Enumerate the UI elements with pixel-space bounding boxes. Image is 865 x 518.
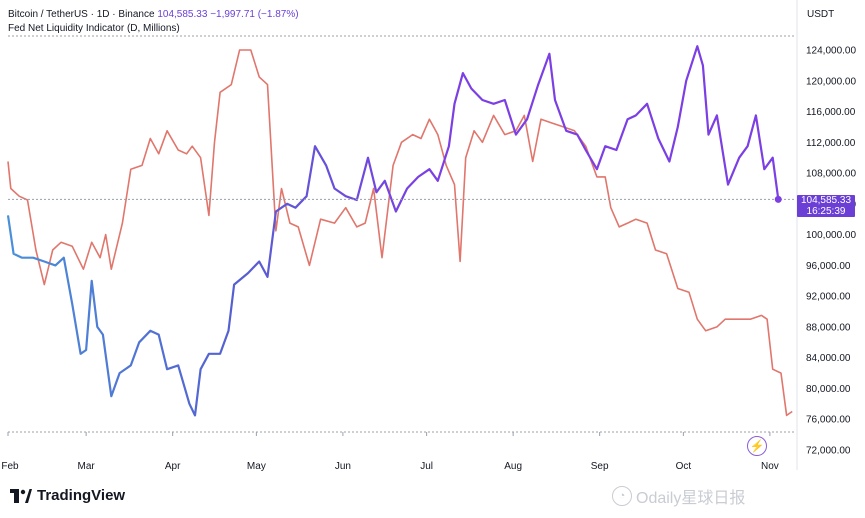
- watermark: ◔ Odaily星球日报: [612, 484, 745, 508]
- watermark-text: Odaily星球日报: [636, 490, 746, 507]
- y-tick-label: 92,000.00: [806, 292, 851, 303]
- x-tick-label: Jun: [335, 461, 351, 472]
- y-tick-label: 120,000.00: [806, 76, 856, 87]
- y-tick-label: 76,000.00: [806, 415, 851, 426]
- y-tick-label: 88,000.00: [806, 322, 851, 333]
- indicator-label: Fed Net Liquidity Indicator (D, Millions…: [8, 23, 180, 34]
- currency-unit: USDT: [807, 9, 835, 20]
- tradingview-mark-icon: [10, 488, 32, 503]
- lightning-icon[interactable]: ⚡: [747, 436, 767, 456]
- last-price-tag: 104,585.33 16:25:39: [797, 195, 855, 217]
- y-tick-label: 124,000.00: [806, 46, 856, 57]
- symbol-row: Bitcoin / TetherUS · 1D · Binance 104,58…: [8, 8, 299, 22]
- y-tick-label: 84,000.00: [806, 353, 851, 364]
- x-tick-label: Mar: [78, 461, 96, 472]
- y-tick-label: 108,000.00: [806, 169, 856, 180]
- y-tick-label: 72,000.00: [806, 446, 851, 457]
- x-tick-label: Oct: [676, 461, 692, 472]
- chart-legend: Bitcoin / TetherUS · 1D · Binance 104,58…: [8, 8, 299, 36]
- y-tick-label: 80,000.00: [806, 384, 851, 395]
- y-tick-label: 116,000.00: [806, 107, 856, 118]
- last-price-point[interactable]: [774, 195, 782, 203]
- y-tick-label: 100,000.00: [806, 230, 856, 241]
- y-tick-label: 112,000.00: [806, 138, 856, 149]
- price-tag-value: 104,585.33: [800, 195, 852, 206]
- price-change: −1,997.71 (−1.87%): [210, 9, 299, 20]
- x-tick-label: Apr: [165, 461, 181, 472]
- series-line-fed-liquidity: [7, 49, 793, 417]
- y-tick-label: 96,000.00: [806, 261, 851, 272]
- x-tick-label: Feb: [1, 461, 19, 472]
- x-tick-label: May: [247, 461, 266, 472]
- tradingview-text: TradingView: [37, 487, 126, 504]
- x-tick-label: Nov: [761, 461, 779, 472]
- symbol-label: Bitcoin / TetherUS · 1D · Binance: [8, 9, 155, 20]
- series-line-btc: [6, 45, 780, 417]
- x-tick-label: Aug: [504, 461, 522, 472]
- price-tag-time: 16:25:39: [806, 206, 846, 217]
- chat-bubble-icon: ◔: [612, 486, 632, 506]
- last-price: 104,585.33: [157, 9, 208, 20]
- x-tick-label: Jul: [420, 461, 433, 472]
- tradingview-logo: TradingView: [10, 487, 125, 504]
- x-tick-label: Sep: [591, 461, 609, 472]
